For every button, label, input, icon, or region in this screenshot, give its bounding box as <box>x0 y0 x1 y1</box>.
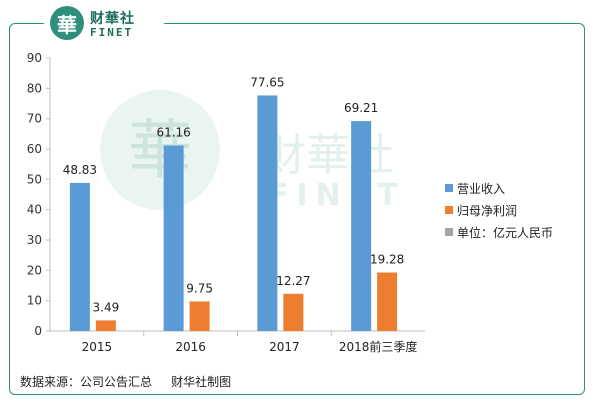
y-tick-label-8: 80 <box>27 81 42 95</box>
bar-profit-3 <box>377 272 398 331</box>
legend-item-profit: 归母净利润 <box>445 199 553 221</box>
bar-revenue-1 <box>163 145 184 331</box>
y-tick-label-5: 50 <box>27 172 42 186</box>
y-tick-label-0: 0 <box>34 324 42 338</box>
data-label-profit-0: 3.49 <box>93 300 120 314</box>
y-tick-label-6: 60 <box>27 142 42 156</box>
legend-item-revenue: 营业收入 <box>445 177 553 199</box>
y-tick-label-3: 30 <box>27 233 42 247</box>
y-tick-label-2: 20 <box>27 263 42 277</box>
legend-swatch-profit <box>445 206 453 214</box>
data-label-revenue-2: 77.65 <box>250 75 284 89</box>
y-tick-label-9: 90 <box>27 51 42 65</box>
bar-revenue-3 <box>351 121 372 331</box>
data-label-profit-3: 19.28 <box>370 253 404 267</box>
bar-revenue-2 <box>257 95 278 331</box>
data-label-profit-2: 12.27 <box>276 274 310 288</box>
legend-item-unit: 单位：亿元人民币 <box>445 221 553 243</box>
data-label-revenue-3: 69.21 <box>344 101 378 115</box>
data-label-profit-1: 9.75 <box>186 281 213 295</box>
x-tick-label-2: 2017 <box>269 340 300 354</box>
x-tick-label-3: 2018前三季度 <box>339 339 418 354</box>
legend-label-profit: 归母净利润 <box>457 203 518 218</box>
bar-profit-0 <box>95 320 116 331</box>
x-tick-label-0: 2015 <box>82 340 113 354</box>
data-label-revenue-1: 61.16 <box>156 125 190 139</box>
bar-profit-2 <box>283 293 304 331</box>
y-tick-label-1: 10 <box>27 294 42 308</box>
watermark-text-cn: 財華社 <box>262 130 394 181</box>
legend-swatch-unit <box>445 228 453 236</box>
x-tick-label-1: 2016 <box>175 340 206 354</box>
legend-label-unit: 单位：亿元人民币 <box>457 225 554 240</box>
data-label-revenue-0: 48.83 <box>63 163 97 177</box>
y-tick-label-7: 70 <box>27 112 42 126</box>
logo-text-en: FINET <box>90 26 134 39</box>
bar-profit-1 <box>189 301 210 331</box>
finet-logo: 華 财華社 FINET <box>44 4 164 44</box>
logo-text-cn: 财華社 <box>90 11 135 27</box>
legend: 营业收入 归母净利润 单位：亿元人民币 <box>445 177 553 243</box>
y-tick-label-4: 40 <box>27 203 42 217</box>
chart-frame <box>9 23 585 395</box>
watermark-logo-icon <box>100 90 220 210</box>
source-note: 数据来源：公司公告汇总 财华社制图 <box>20 375 232 389</box>
legend-label-revenue: 营业收入 <box>457 181 506 196</box>
bar-revenue-0 <box>69 182 90 331</box>
logo-mark-icon: 華 <box>50 6 84 40</box>
legend-swatch-revenue <box>445 184 453 192</box>
watermark-text-en: FINET <box>268 178 406 213</box>
